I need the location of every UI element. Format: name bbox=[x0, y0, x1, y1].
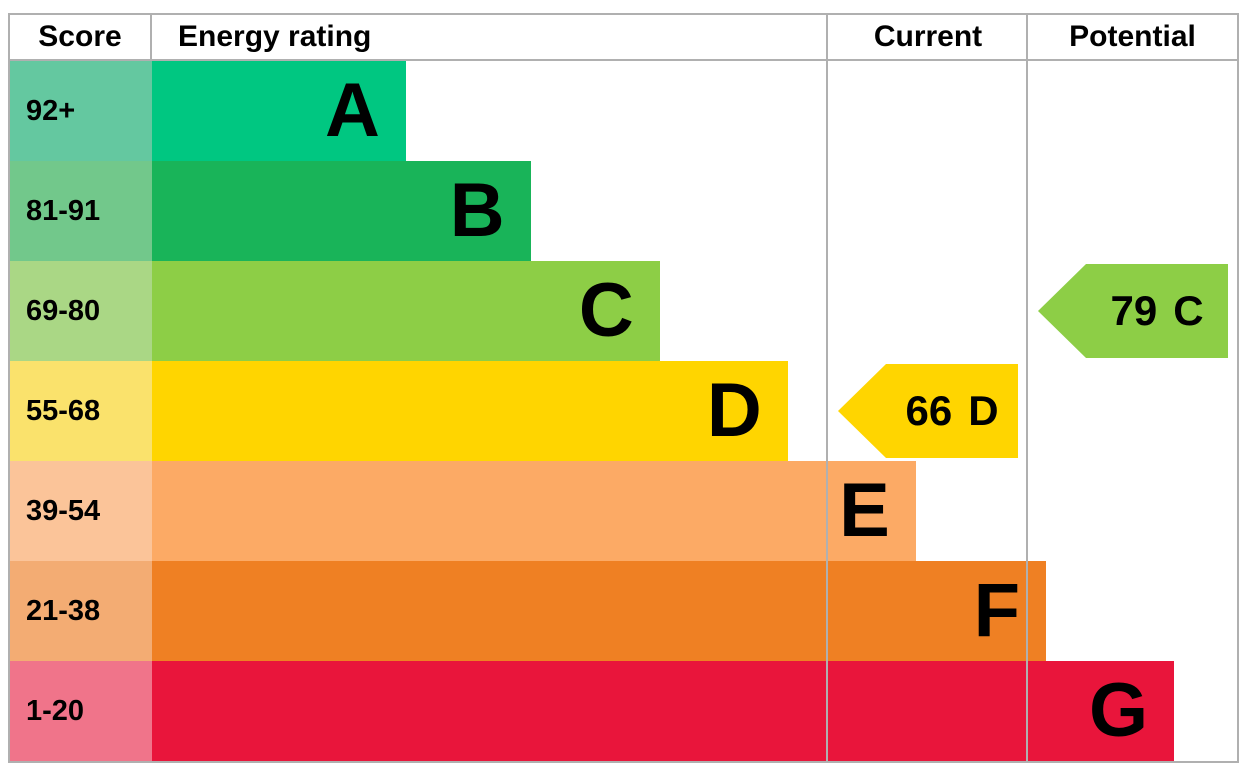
band-letter-g: G bbox=[1088, 668, 1149, 753]
score-range-a: 92+ bbox=[10, 61, 152, 161]
band-letter-a: A bbox=[324, 68, 380, 153]
score-range-c: 69-80 bbox=[10, 261, 152, 361]
band-row-f: 21-38 F bbox=[10, 561, 1237, 661]
band-letter-c: C bbox=[578, 268, 634, 353]
band-bar-c: C bbox=[152, 261, 660, 361]
score-range-f: 21-38 bbox=[10, 561, 152, 661]
header-potential: Potential bbox=[1069, 20, 1196, 53]
band-bar-e: E bbox=[152, 461, 916, 561]
potential-rating-value: 79 bbox=[1110, 287, 1158, 334]
band-letter-d: D bbox=[706, 368, 762, 453]
band-row-b: 81-91 B bbox=[10, 161, 1237, 261]
band-row-d: 55-68 D bbox=[10, 361, 1237, 461]
band-row-e: 39-54 E bbox=[10, 461, 1237, 561]
header-score: Score bbox=[10, 15, 152, 59]
epc-table: Score Energy rating Current Potential 92… bbox=[8, 13, 1239, 763]
score-range-g: 1-20 bbox=[10, 661, 152, 761]
score-range-b: 81-91 bbox=[10, 161, 152, 261]
column-divider-current-potential bbox=[1026, 15, 1028, 761]
score-range-d: 55-68 bbox=[10, 361, 152, 461]
band-letter-b: B bbox=[449, 168, 505, 253]
current-rating-value: 66 bbox=[905, 387, 953, 434]
band-letter-f: F bbox=[973, 568, 1021, 653]
band-bar-f: F bbox=[152, 561, 1047, 661]
band-letter-e: E bbox=[839, 468, 890, 553]
column-divider-energy-current bbox=[826, 15, 828, 761]
band-row-g: 1-20 G bbox=[10, 661, 1237, 761]
current-rating-band: D bbox=[968, 387, 999, 434]
band-row-a: 92+ A bbox=[10, 61, 1237, 161]
band-bar-b: B bbox=[152, 161, 531, 261]
band-rows: 92+ A 81-91 B 69-80 C 55-68 D 39-54 E 21… bbox=[10, 61, 1237, 761]
band-row-c: 69-80 C bbox=[10, 261, 1237, 361]
score-range-e: 39-54 bbox=[10, 461, 152, 561]
table-header: Score Energy rating Current Potential bbox=[10, 15, 1237, 61]
potential-rating-band: C bbox=[1173, 287, 1204, 334]
header-current: Current bbox=[873, 20, 983, 53]
header-energy-rating: Energy rating bbox=[178, 20, 372, 53]
band-bar-d: D bbox=[152, 361, 788, 461]
band-bar-g: G bbox=[152, 661, 1175, 761]
band-bar-a: A bbox=[152, 61, 406, 161]
